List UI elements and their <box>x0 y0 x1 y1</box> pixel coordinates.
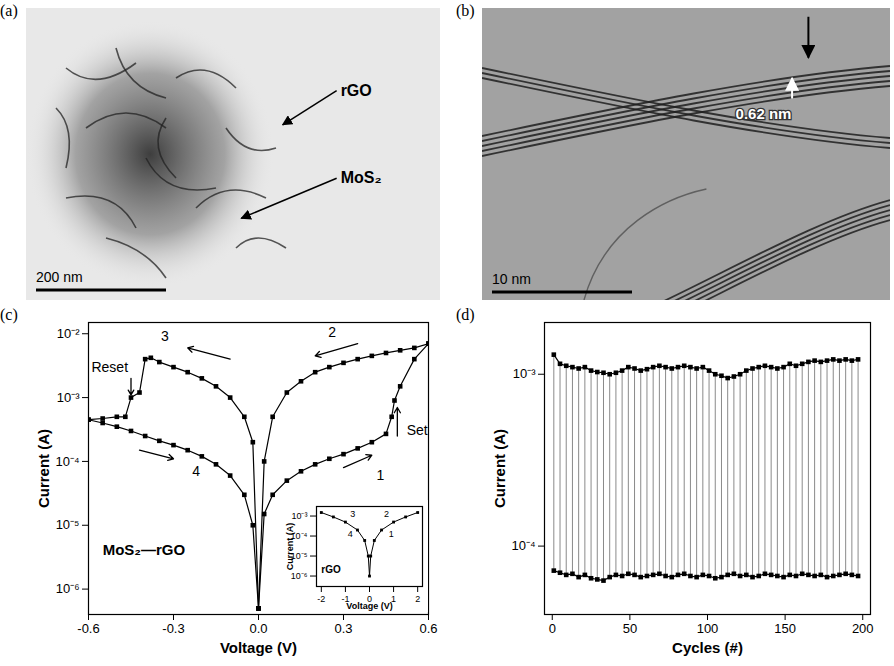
svg-text:10⁻⁴: 10⁻⁴ <box>290 530 308 541</box>
svg-text:200 nm: 200 nm <box>36 269 83 285</box>
svg-text:1: 1 <box>389 529 394 539</box>
svg-text:-0.3: -0.3 <box>162 621 184 636</box>
svg-text:rGO: rGO <box>321 564 341 575</box>
svg-text:0.62 nm: 0.62 nm <box>736 105 792 122</box>
svg-text:2: 2 <box>415 594 420 604</box>
svg-text:10 nm: 10 nm <box>492 271 531 287</box>
html-text:(b): (b) <box>456 2 475 19</box>
svg-text:0: 0 <box>367 593 372 604</box>
svg-text:10⁻²: 10⁻² <box>57 326 80 341</box>
svg-text:1: 1 <box>391 593 397 604</box>
svg-text:3: 3 <box>161 328 169 344</box>
html-text:(c): (c) <box>0 306 18 323</box>
svg-text:50: 50 <box>623 621 637 636</box>
svg-text:-1: -1 <box>341 593 350 604</box>
svg-text:MoS₂: MoS₂ <box>341 169 382 186</box>
svg-text:4: 4 <box>348 529 353 539</box>
svg-text:Current (A): Current (A) <box>491 429 508 508</box>
svg-text:3: 3 <box>350 509 355 519</box>
svg-text:10⁻³: 10⁻³ <box>291 511 307 521</box>
svg-text:10⁻³: 10⁻³ <box>57 390 80 405</box>
svg-text:Voltage (V): Voltage (V) <box>220 639 297 656</box>
svg-text:-2: -2 <box>317 594 325 604</box>
svg-text:2: 2 <box>384 509 389 519</box>
svg-text:Voltage (V): Voltage (V) <box>346 601 392 611</box>
html-text:(a): (a) <box>0 2 18 19</box>
svg-text:1: 1 <box>376 467 384 483</box>
svg-text:Current (A): Current (A) <box>35 429 52 508</box>
html-text:(d): (d) <box>456 306 475 323</box>
svg-text:rGO: rGO <box>341 82 372 99</box>
svg-text:200: 200 <box>852 621 874 636</box>
svg-text:0.6: 0.6 <box>419 621 437 636</box>
svg-text:0: 0 <box>549 621 556 636</box>
svg-text:4: 4 <box>192 463 200 479</box>
svg-text:Reset: Reset <box>91 359 128 375</box>
svg-text:100: 100 <box>697 621 719 636</box>
svg-text:10⁻⁵: 10⁻⁵ <box>56 517 80 532</box>
svg-text:-0.6: -0.6 <box>77 621 99 636</box>
svg-text:10⁻³: 10⁻³ <box>513 366 536 381</box>
svg-text:150: 150 <box>774 621 796 636</box>
svg-text:2: 2 <box>328 324 336 340</box>
svg-text:Cycles (#): Cycles (#) <box>672 639 743 656</box>
svg-text:Set: Set <box>407 422 428 438</box>
svg-text:10⁻⁵: 10⁻⁵ <box>290 550 308 561</box>
svg-text:Current (A): Current (A) <box>285 523 295 571</box>
svg-text:10⁻⁴: 10⁻⁴ <box>55 454 79 469</box>
svg-text:0.3: 0.3 <box>334 621 352 636</box>
svg-text:10⁻⁶: 10⁻⁶ <box>56 581 80 596</box>
svg-text:0.0: 0.0 <box>249 621 267 636</box>
svg-text:10⁻⁴: 10⁻⁴ <box>511 538 535 553</box>
svg-text:MoS₂—rGO: MoS₂—rGO <box>103 541 186 558</box>
svg-text:10⁻⁶: 10⁻⁶ <box>291 571 308 581</box>
